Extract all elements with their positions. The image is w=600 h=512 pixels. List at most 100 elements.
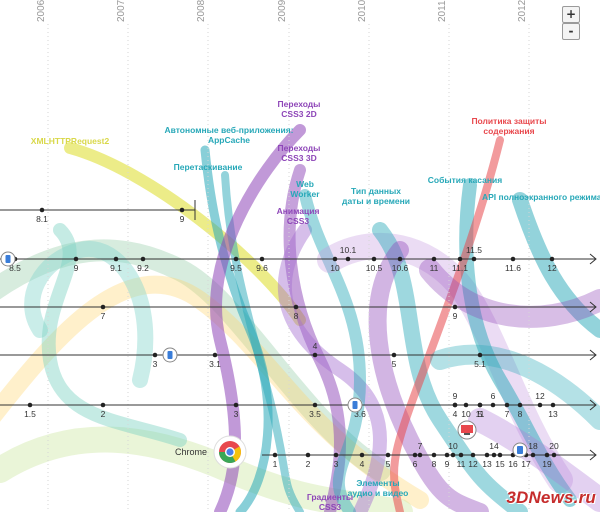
version-dot[interactable] xyxy=(417,452,423,458)
version-dot[interactable] xyxy=(444,452,450,458)
version-dot[interactable] xyxy=(272,452,278,458)
zoom-out-button[interactable]: - xyxy=(562,23,580,40)
version-label: 1 xyxy=(273,459,278,469)
version-dot[interactable] xyxy=(491,452,497,458)
version-dot[interactable] xyxy=(233,402,239,408)
feature-label[interactable]: XMLHTTPRequest2 xyxy=(31,136,110,146)
feature-label[interactable]: Переходы CSS3 3D xyxy=(278,143,321,163)
version-dot[interactable] xyxy=(551,452,557,458)
version-dot[interactable] xyxy=(100,304,106,310)
version-label: 4 xyxy=(453,409,458,419)
feature-label[interactable]: Тип данных даты и времени xyxy=(342,186,410,206)
version-label: 8.5 xyxy=(9,263,21,273)
feature-label[interactable]: Градиенты CSS3 xyxy=(307,492,353,512)
version-dot[interactable] xyxy=(549,256,555,262)
version-dot[interactable] xyxy=(431,256,437,262)
year-label: 2008 xyxy=(196,0,207,22)
version-dot[interactable] xyxy=(550,402,556,408)
version-label: 9.2 xyxy=(137,263,149,273)
version-label: 12 xyxy=(535,391,545,401)
version-label: 5 xyxy=(392,359,397,369)
feature-label[interactable]: События касания xyxy=(428,175,502,185)
version-label: 9 xyxy=(453,391,458,401)
feature-label[interactable]: Анимация CSS3 xyxy=(277,206,320,226)
version-dot[interactable] xyxy=(39,207,45,213)
version-label: 10 xyxy=(448,441,458,451)
version-label: 5 xyxy=(478,409,483,419)
feature-label[interactable]: Элементы аудио и видео xyxy=(348,478,409,498)
version-dot[interactable] xyxy=(431,452,437,458)
version-label: 12 xyxy=(547,263,557,273)
version-dot[interactable] xyxy=(452,402,458,408)
version-dot[interactable] xyxy=(359,452,365,458)
mobile-device-icon xyxy=(347,397,363,413)
version-dot[interactable] xyxy=(490,402,496,408)
version-label: 1.5 xyxy=(24,409,36,419)
version-dot[interactable] xyxy=(100,402,106,408)
version-dot[interactable] xyxy=(463,402,469,408)
version-dot[interactable] xyxy=(397,256,403,262)
version-dot[interactable] xyxy=(345,256,351,262)
version-dot[interactable] xyxy=(457,256,463,262)
version-dot[interactable] xyxy=(259,256,265,262)
version-dot[interactable] xyxy=(517,402,523,408)
version-dot[interactable] xyxy=(113,256,119,262)
lane-arrowhead xyxy=(589,349,597,361)
version-dot[interactable] xyxy=(233,256,239,262)
version-dot[interactable] xyxy=(391,352,397,358)
version-dot[interactable] xyxy=(312,402,318,408)
version-dot[interactable] xyxy=(312,352,318,358)
version-dot[interactable] xyxy=(293,304,299,310)
version-dot[interactable] xyxy=(471,256,477,262)
version-dot[interactable] xyxy=(484,452,490,458)
version-dot[interactable] xyxy=(497,452,503,458)
feature-label[interactable]: Web Worker xyxy=(290,179,320,199)
version-label: 11.1 xyxy=(452,263,468,273)
version-label: 11 xyxy=(430,263,439,273)
version-dot[interactable] xyxy=(179,207,185,213)
zoom-in-button[interactable]: + xyxy=(562,6,580,23)
version-dot[interactable] xyxy=(537,402,543,408)
feature-label[interactable]: Перетаскивание xyxy=(174,162,243,172)
desktop-icon xyxy=(457,420,477,440)
feature-label[interactable]: Переходы CSS3 2D xyxy=(278,99,321,119)
version-label: 2 xyxy=(306,459,311,469)
version-dot[interactable] xyxy=(27,402,33,408)
version-label: 6 xyxy=(491,391,496,401)
version-label: 4 xyxy=(313,341,318,351)
tablet-icon xyxy=(512,442,528,458)
version-dot[interactable] xyxy=(458,452,464,458)
version-dot[interactable] xyxy=(477,402,483,408)
version-dot[interactable] xyxy=(544,452,550,458)
version-label: 9 xyxy=(453,311,458,321)
version-dot[interactable] xyxy=(504,402,510,408)
version-label: 7 xyxy=(101,311,106,321)
version-dot[interactable] xyxy=(140,256,146,262)
year-label: 2007 xyxy=(116,0,127,22)
version-dot[interactable] xyxy=(530,452,536,458)
version-dot[interactable] xyxy=(212,352,218,358)
version-dot[interactable] xyxy=(305,452,311,458)
version-label: 8 xyxy=(432,459,437,469)
feature-label[interactable]: API полноэкранного режима xyxy=(482,192,600,202)
version-dot[interactable] xyxy=(73,256,79,262)
version-dot[interactable] xyxy=(332,256,338,262)
version-dot[interactable] xyxy=(152,352,158,358)
version-dot[interactable] xyxy=(452,304,458,310)
version-dot[interactable] xyxy=(470,452,476,458)
version-dot[interactable] xyxy=(385,452,391,458)
version-dot[interactable] xyxy=(371,256,377,262)
feature-label[interactable]: Политика защиты содержания xyxy=(471,116,546,136)
lane-arrowhead xyxy=(589,253,597,265)
version-dot[interactable] xyxy=(333,452,339,458)
version-dot[interactable] xyxy=(510,256,516,262)
version-dot[interactable] xyxy=(412,452,418,458)
feature-label[interactable]: Автономные веб-приложения: AppCache xyxy=(165,125,294,145)
version-dot[interactable] xyxy=(477,352,483,358)
version-label: 14 xyxy=(489,441,499,451)
lane-arrowhead xyxy=(589,399,597,411)
version-dot[interactable] xyxy=(450,452,456,458)
version-label: 11 xyxy=(476,409,485,419)
